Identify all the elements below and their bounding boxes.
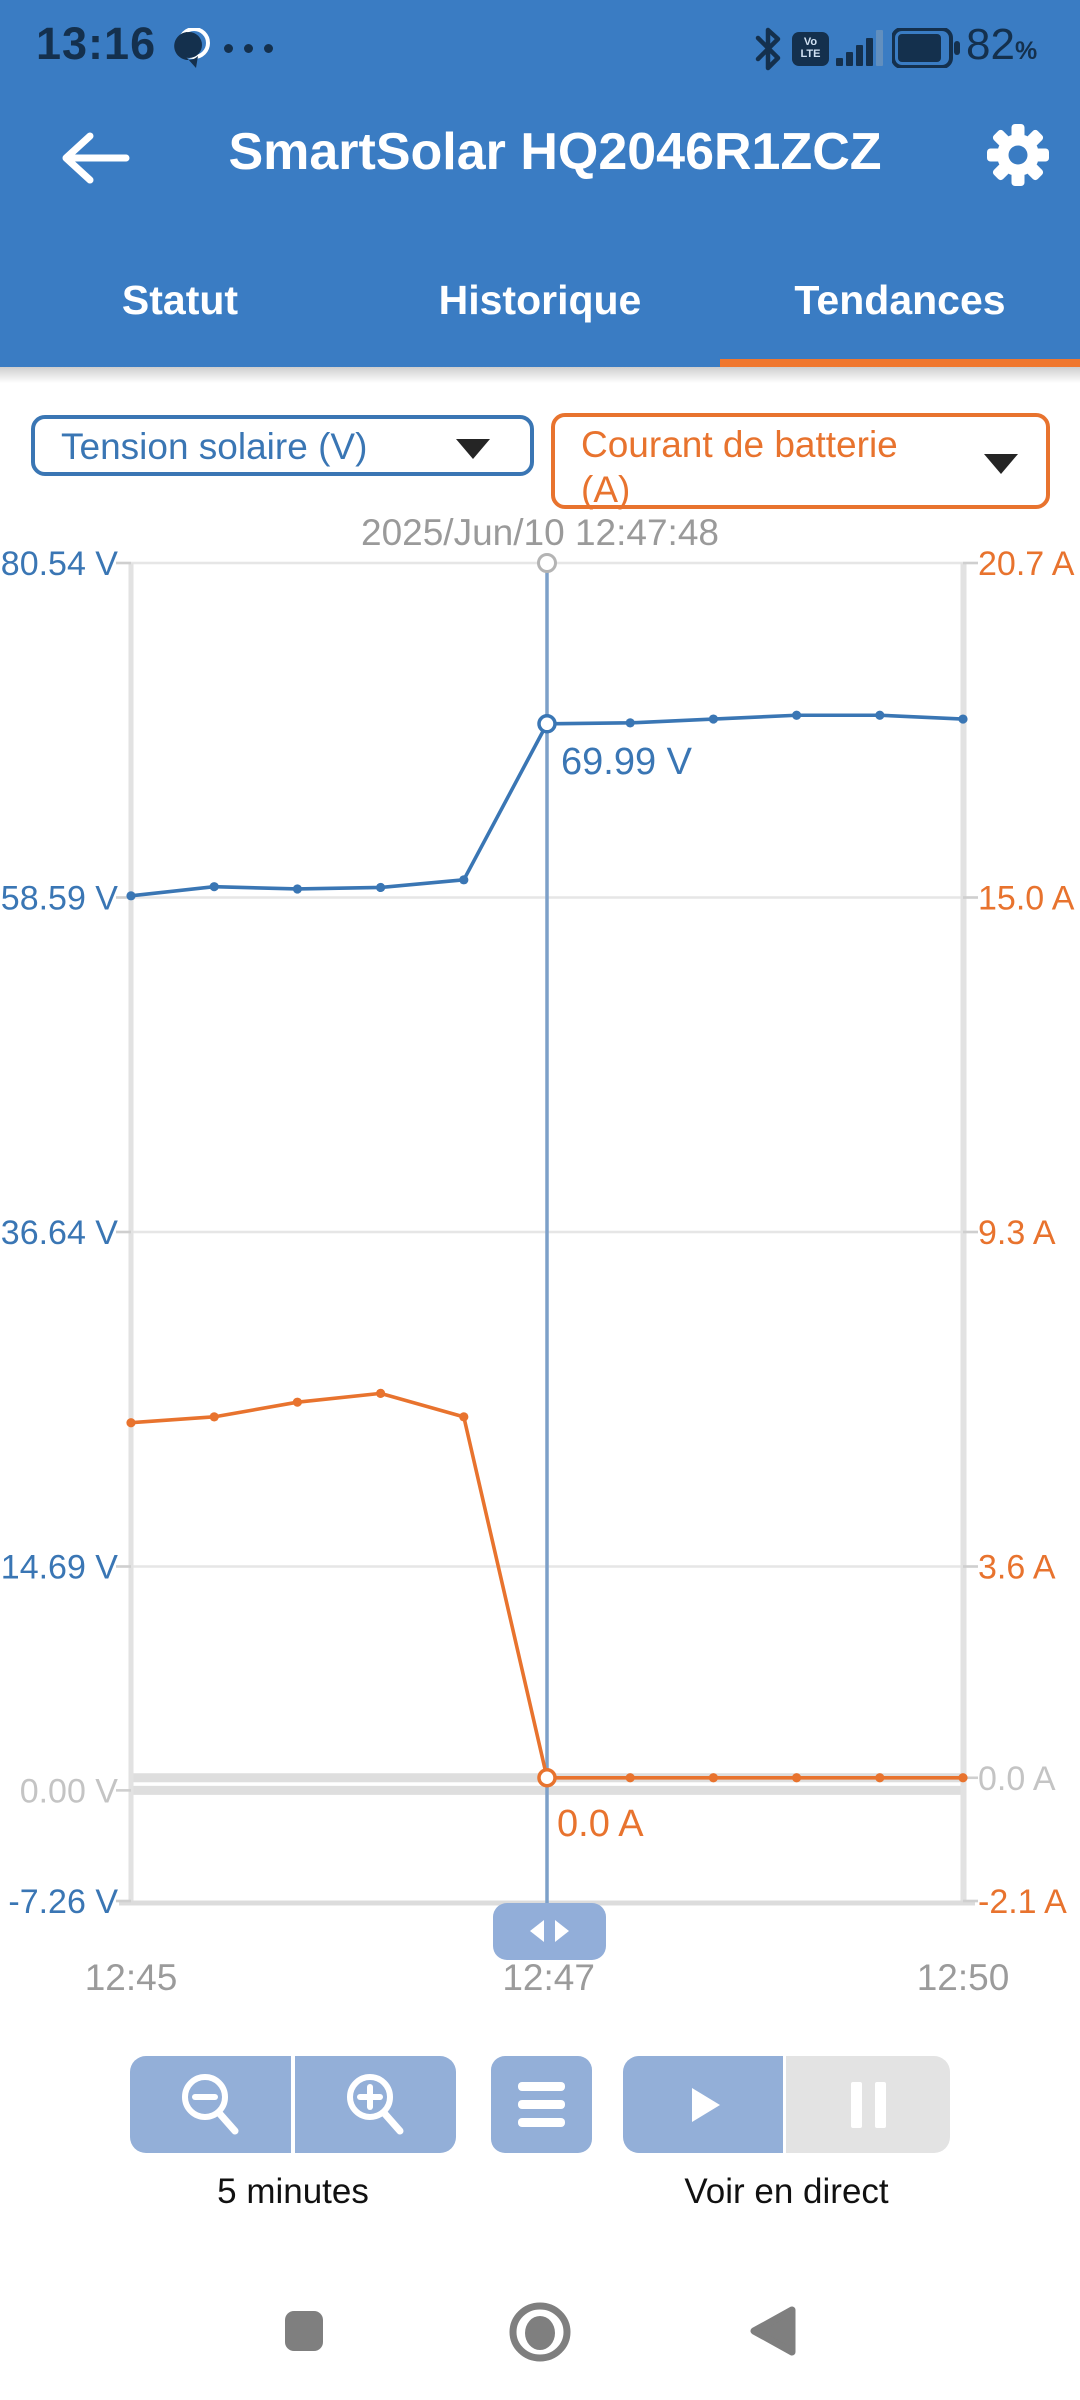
magnifier-minus-icon bbox=[181, 2073, 238, 2134]
status-time: 13:16 bbox=[36, 18, 157, 69]
home-button[interactable] bbox=[509, 2302, 571, 2362]
zoom-in-button[interactable] bbox=[295, 2056, 456, 2153]
left-axis-label: 14.69 V bbox=[1, 1549, 119, 1587]
highlight-point-0 bbox=[537, 714, 557, 734]
left-series-label: Tension solaire (V) bbox=[61, 426, 368, 467]
series-point bbox=[459, 1412, 469, 1422]
volte-badge: Vo LTE bbox=[792, 32, 829, 66]
bluetooth-icon bbox=[755, 27, 781, 71]
right-axis-label: 15.0 A bbox=[978, 880, 1075, 918]
series-point bbox=[875, 1773, 885, 1783]
series-point bbox=[459, 875, 469, 885]
right-series-selector[interactable]: Courant de batterie (A) bbox=[551, 413, 1050, 510]
x-axis-label: 12:50 bbox=[917, 1957, 1010, 1998]
android-nav-bar bbox=[0, 2280, 1080, 2400]
series-point bbox=[625, 718, 635, 728]
right-axis-label: 9.3 A bbox=[978, 1214, 1056, 1252]
left-axis-label: 36.64 V bbox=[1, 1214, 119, 1252]
more-notifications-icon bbox=[224, 44, 273, 53]
tabbar-shadow bbox=[0, 367, 1080, 383]
right-axis-label: -2.1 A bbox=[978, 1883, 1067, 1921]
right-axis-label: 20.7 A bbox=[978, 545, 1075, 583]
series-point bbox=[708, 714, 719, 724]
left-axis-label: 0.00 V bbox=[20, 1772, 119, 1810]
series-point bbox=[292, 884, 302, 894]
series-point bbox=[958, 1773, 968, 1783]
series-point bbox=[209, 882, 219, 892]
handle-arrow-right-icon bbox=[555, 1920, 569, 1942]
right-series-label: Courant de batterie (A) bbox=[581, 424, 898, 510]
page-title: SmartSolar HQ2046R1ZCZ bbox=[228, 123, 882, 181]
zoom-interval-label: 5 minutes bbox=[217, 2172, 369, 2211]
series-point bbox=[792, 710, 802, 720]
hamburger-icon bbox=[518, 2082, 565, 2127]
left-axis-label: -7.26 V bbox=[8, 1883, 118, 1921]
series-point bbox=[792, 1773, 802, 1783]
tab-historique[interactable]: Historique bbox=[438, 277, 642, 323]
magnifier-plus-icon bbox=[346, 2073, 403, 2134]
crosshair-anchor bbox=[537, 553, 557, 573]
series-point bbox=[376, 882, 386, 893]
series-point bbox=[958, 714, 968, 724]
datazoom-handle[interactable] bbox=[493, 1903, 606, 1960]
right-axis-label: 0.0 A bbox=[978, 1760, 1056, 1798]
series-point bbox=[126, 1418, 136, 1428]
series-point bbox=[376, 1388, 386, 1398]
series-point bbox=[209, 1412, 219, 1422]
x-axis-label: 12:45 bbox=[85, 1957, 178, 1998]
chart-menu-button[interactable] bbox=[491, 2056, 592, 2153]
tab-statut[interactable]: Statut bbox=[121, 277, 239, 323]
settings-gear-button[interactable]: (function(){var g=document.getElementByI… bbox=[985, 122, 1051, 188]
series-point bbox=[126, 891, 136, 901]
tab-tendances[interactable]: Tendances bbox=[794, 277, 1006, 323]
right-axis-label: 3.6 A bbox=[978, 1549, 1056, 1587]
tooltip-datetime: 2025/Jun/10 12:47:48 bbox=[361, 512, 719, 553]
status-bar: 13:16 Vo LTE 82% bbox=[0, 0, 1080, 80]
zoom-out-button[interactable] bbox=[130, 2056, 291, 2153]
left-axis-label: 80.54 V bbox=[1, 545, 119, 583]
chat-bubble-icon bbox=[174, 28, 210, 68]
left-series-selector[interactable]: Tension solaire (V) bbox=[31, 415, 534, 476]
highlight-label-1: 0.0 A bbox=[557, 1803, 644, 1845]
play-button[interactable] bbox=[623, 2056, 783, 2153]
back-button[interactable] bbox=[56, 128, 130, 188]
series-point bbox=[875, 710, 885, 720]
series-point bbox=[708, 1773, 719, 1783]
x-axis-label: 12:47 bbox=[502, 1957, 595, 1998]
handle-arrow-left-icon bbox=[530, 1920, 544, 1942]
highlight-label-0: 69.99 V bbox=[561, 741, 693, 783]
chevron-down-icon bbox=[456, 439, 490, 459]
pause-button[interactable] bbox=[786, 2056, 950, 2153]
signal-strength-icon bbox=[836, 30, 883, 66]
tab-bar: Statut Historique Tendances bbox=[0, 235, 1080, 359]
right-axis-line bbox=[960, 563, 967, 1905]
left-axis-line bbox=[128, 563, 134, 1905]
app-bar: SmartSolar HQ2046R1ZCZ (function(){var g… bbox=[0, 80, 1080, 235]
play-icon bbox=[692, 2087, 720, 2122]
live-view-label: Voir en direct bbox=[684, 2172, 889, 2211]
back-nav-button[interactable] bbox=[748, 2306, 798, 2356]
battery-icon bbox=[892, 28, 960, 68]
pause-icon bbox=[850, 2081, 886, 2128]
highlight-point-1 bbox=[537, 1768, 557, 1788]
recents-button[interactable] bbox=[283, 2310, 325, 2352]
active-tab-indicator bbox=[720, 359, 1080, 367]
series-point bbox=[625, 1773, 635, 1783]
left-axis-label: 58.59 V bbox=[1, 880, 119, 918]
battery-percent: 82% bbox=[966, 20, 1038, 69]
chevron-down-icon bbox=[984, 454, 1018, 474]
series-point bbox=[292, 1397, 302, 1407]
